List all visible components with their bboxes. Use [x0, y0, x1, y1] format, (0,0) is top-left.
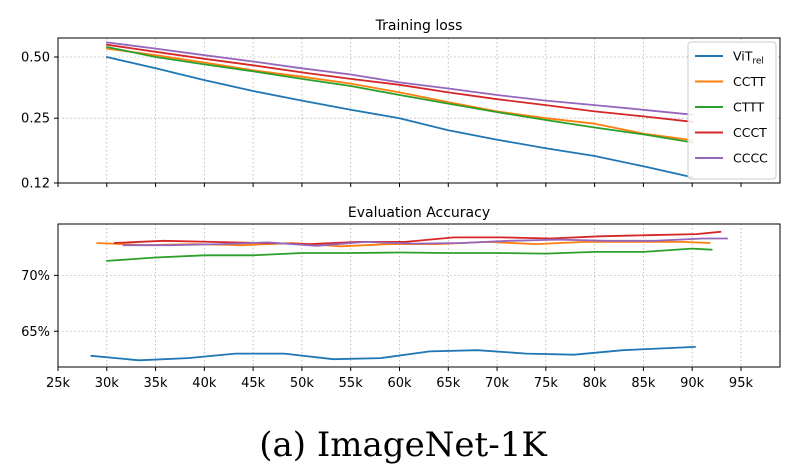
evaluation-accuracy-line-cttt	[105, 247, 713, 262]
x-tick-label-70k: 70k	[485, 376, 510, 391]
evaluation-accuracy-title: Evaluation Accuracy	[348, 205, 490, 221]
training-loss-grid	[57, 38, 780, 184]
training-loss-y-tick-label-0-12: 0.12	[21, 177, 50, 192]
x-tick-label-95k: 95k	[729, 376, 754, 391]
x-tick-label-25k: 25k	[46, 376, 71, 391]
evaluation-accuracy-series	[90, 230, 729, 362]
legend-label-cccc: CCCC	[733, 151, 768, 166]
evaluation-accuracy-line-ccct	[113, 230, 722, 246]
evaluation-accuracy-panel: Evaluation Accuracy 65% 70% 25k 30k 35k 40k 4…	[21, 205, 781, 391]
legend-label-cttt: CTTT	[733, 100, 765, 115]
x-tick-label-60k: 60k	[387, 376, 412, 391]
evaluation-accuracy-x-ticks: 25k 30k 35k 40k 45k 50k 55k 60k 65k 70k 75k 80k 85k 9…	[46, 367, 754, 391]
evaluation-accuracy-line-cccc	[122, 237, 729, 247]
training-loss-y-ticks: 0.12 0.25 0.50	[21, 50, 58, 192]
x-tick-label-80k: 80k	[583, 376, 608, 391]
evaluation-accuracy-line-vitrel	[90, 345, 696, 362]
x-tick-label-65k: 65k	[436, 376, 461, 391]
x-tick-label-90k: 90k	[680, 376, 705, 391]
training-loss-line-vitrel	[105, 56, 694, 179]
x-tick-label-75k: 75k	[534, 376, 559, 391]
evaluation-accuracy-y-ticks: 65% 70%	[21, 269, 58, 340]
x-tick-label-30k: 30k	[95, 376, 120, 391]
legend-label-cctt: CCTT	[733, 74, 766, 89]
training-loss-frame	[57, 37, 781, 184]
legend-box	[687, 41, 777, 180]
training-loss-line-ccct	[105, 43, 694, 123]
x-tick-label-35k: 35k	[144, 376, 169, 391]
x-tick-label-45k: 45k	[241, 376, 266, 391]
training-loss-y-tick-label-0-25: 0.25	[21, 112, 50, 127]
training-loss-series	[105, 41, 694, 179]
training-loss-x-ticks	[57, 183, 742, 187]
evaluation-accuracy-frame	[57, 223, 781, 368]
evaluation-accuracy-y-tick-label-65: 65%	[21, 325, 50, 340]
training-loss-line-cttt	[105, 46, 694, 144]
figure-caption: (a) ImageNet-1K	[259, 425, 547, 465]
evaluation-accuracy-y-tick-label-70: 70%	[21, 269, 50, 284]
training-loss-y-tick-label-0-50: 0.50	[21, 50, 50, 65]
x-tick-label-85k: 85k	[631, 376, 656, 391]
evaluation-accuracy-grid	[57, 224, 780, 367]
training-loss-title: Training loss	[375, 18, 463, 34]
training-loss-panel: Training loss 0.120.250.50 ViTrelCCTTCTT…	[21, 18, 781, 192]
legend-label-ccct: CCCT	[733, 125, 767, 140]
x-tick-label-40k: 40k	[192, 376, 217, 391]
training-loss-line-cctt	[105, 47, 694, 142]
x-tick-label-55k: 55k	[339, 376, 364, 391]
training-loss-line-cccc	[105, 41, 694, 116]
x-tick-label-50k: 50k	[290, 376, 315, 391]
